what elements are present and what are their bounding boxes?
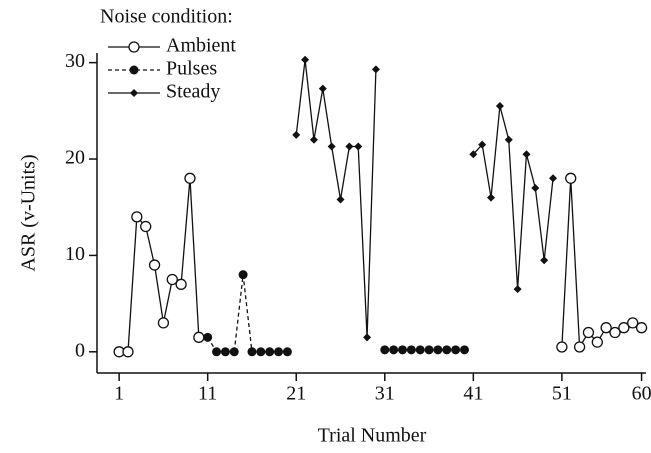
marker — [389, 345, 399, 355]
marker — [540, 256, 549, 265]
marker — [522, 150, 531, 159]
y-tick-label: 0 — [75, 339, 85, 361]
marker — [140, 220, 152, 233]
marker — [148, 259, 161, 271]
marker — [415, 345, 425, 355]
legend-marker — [130, 89, 138, 97]
marker — [184, 172, 196, 184]
x-axis-label: Trial Number — [318, 425, 427, 447]
marker — [345, 142, 354, 151]
marker — [397, 345, 407, 355]
x-tick-label: 51 — [552, 383, 572, 405]
marker — [282, 347, 292, 357]
marker — [131, 211, 143, 223]
marker — [292, 130, 301, 139]
marker — [212, 347, 222, 357]
marker — [618, 322, 630, 334]
marker — [301, 55, 310, 64]
y-tick-label: 10 — [65, 243, 85, 265]
marker — [166, 273, 178, 286]
x-tick-label: 31 — [375, 383, 395, 405]
marker — [627, 317, 639, 329]
marker — [591, 336, 603, 348]
x-tick-label: 1 — [114, 383, 124, 405]
x-tick-label: 11 — [198, 383, 217, 405]
marker — [309, 135, 318, 144]
x-tick-label: 21 — [286, 383, 306, 405]
marker — [247, 347, 257, 357]
marker — [451, 345, 461, 355]
marker — [363, 333, 372, 342]
y-axis-label: ASR (v-Units) — [18, 154, 40, 271]
legend-marker — [128, 41, 140, 53]
marker — [573, 341, 586, 353]
marker — [556, 341, 568, 353]
marker — [175, 278, 187, 290]
marker — [193, 331, 205, 343]
legend-label: Steady — [166, 81, 220, 103]
marker — [459, 345, 469, 355]
marker — [318, 84, 327, 93]
marker — [274, 347, 284, 357]
marker — [531, 183, 540, 192]
marker — [424, 345, 434, 355]
marker — [157, 317, 170, 329]
x-tick-label: 41 — [463, 383, 483, 405]
series-line — [119, 178, 642, 353]
marker — [549, 174, 558, 183]
marker — [380, 345, 390, 355]
legend-title: Noise condition: — [100, 6, 233, 28]
marker — [487, 193, 496, 202]
marker — [609, 326, 621, 339]
marker — [256, 347, 266, 357]
y-tick-label: 30 — [65, 50, 85, 72]
marker — [635, 322, 648, 334]
legend-marker — [129, 65, 139, 75]
marker — [336, 195, 345, 204]
marker — [442, 345, 452, 355]
legend-label: Ambient — [166, 35, 236, 57]
marker — [327, 142, 336, 151]
legend-label: Pulses — [166, 58, 217, 80]
marker — [433, 345, 443, 355]
marker — [238, 270, 248, 280]
marker — [406, 345, 416, 355]
marker — [229, 347, 239, 357]
marker — [371, 65, 380, 74]
marker — [122, 346, 134, 358]
marker — [565, 172, 577, 184]
x-tick-label: 60 — [632, 383, 651, 405]
marker — [478, 140, 487, 149]
y-tick-label: 20 — [65, 147, 85, 169]
marker — [220, 347, 230, 357]
marker — [600, 322, 612, 334]
series-line — [207, 274, 465, 353]
marker — [354, 142, 363, 151]
marker — [504, 135, 513, 144]
marker — [203, 332, 213, 342]
series-line — [295, 59, 554, 338]
marker — [469, 150, 478, 159]
marker — [265, 347, 275, 357]
marker — [582, 326, 595, 339]
marker — [495, 102, 504, 111]
marker — [513, 285, 522, 294]
